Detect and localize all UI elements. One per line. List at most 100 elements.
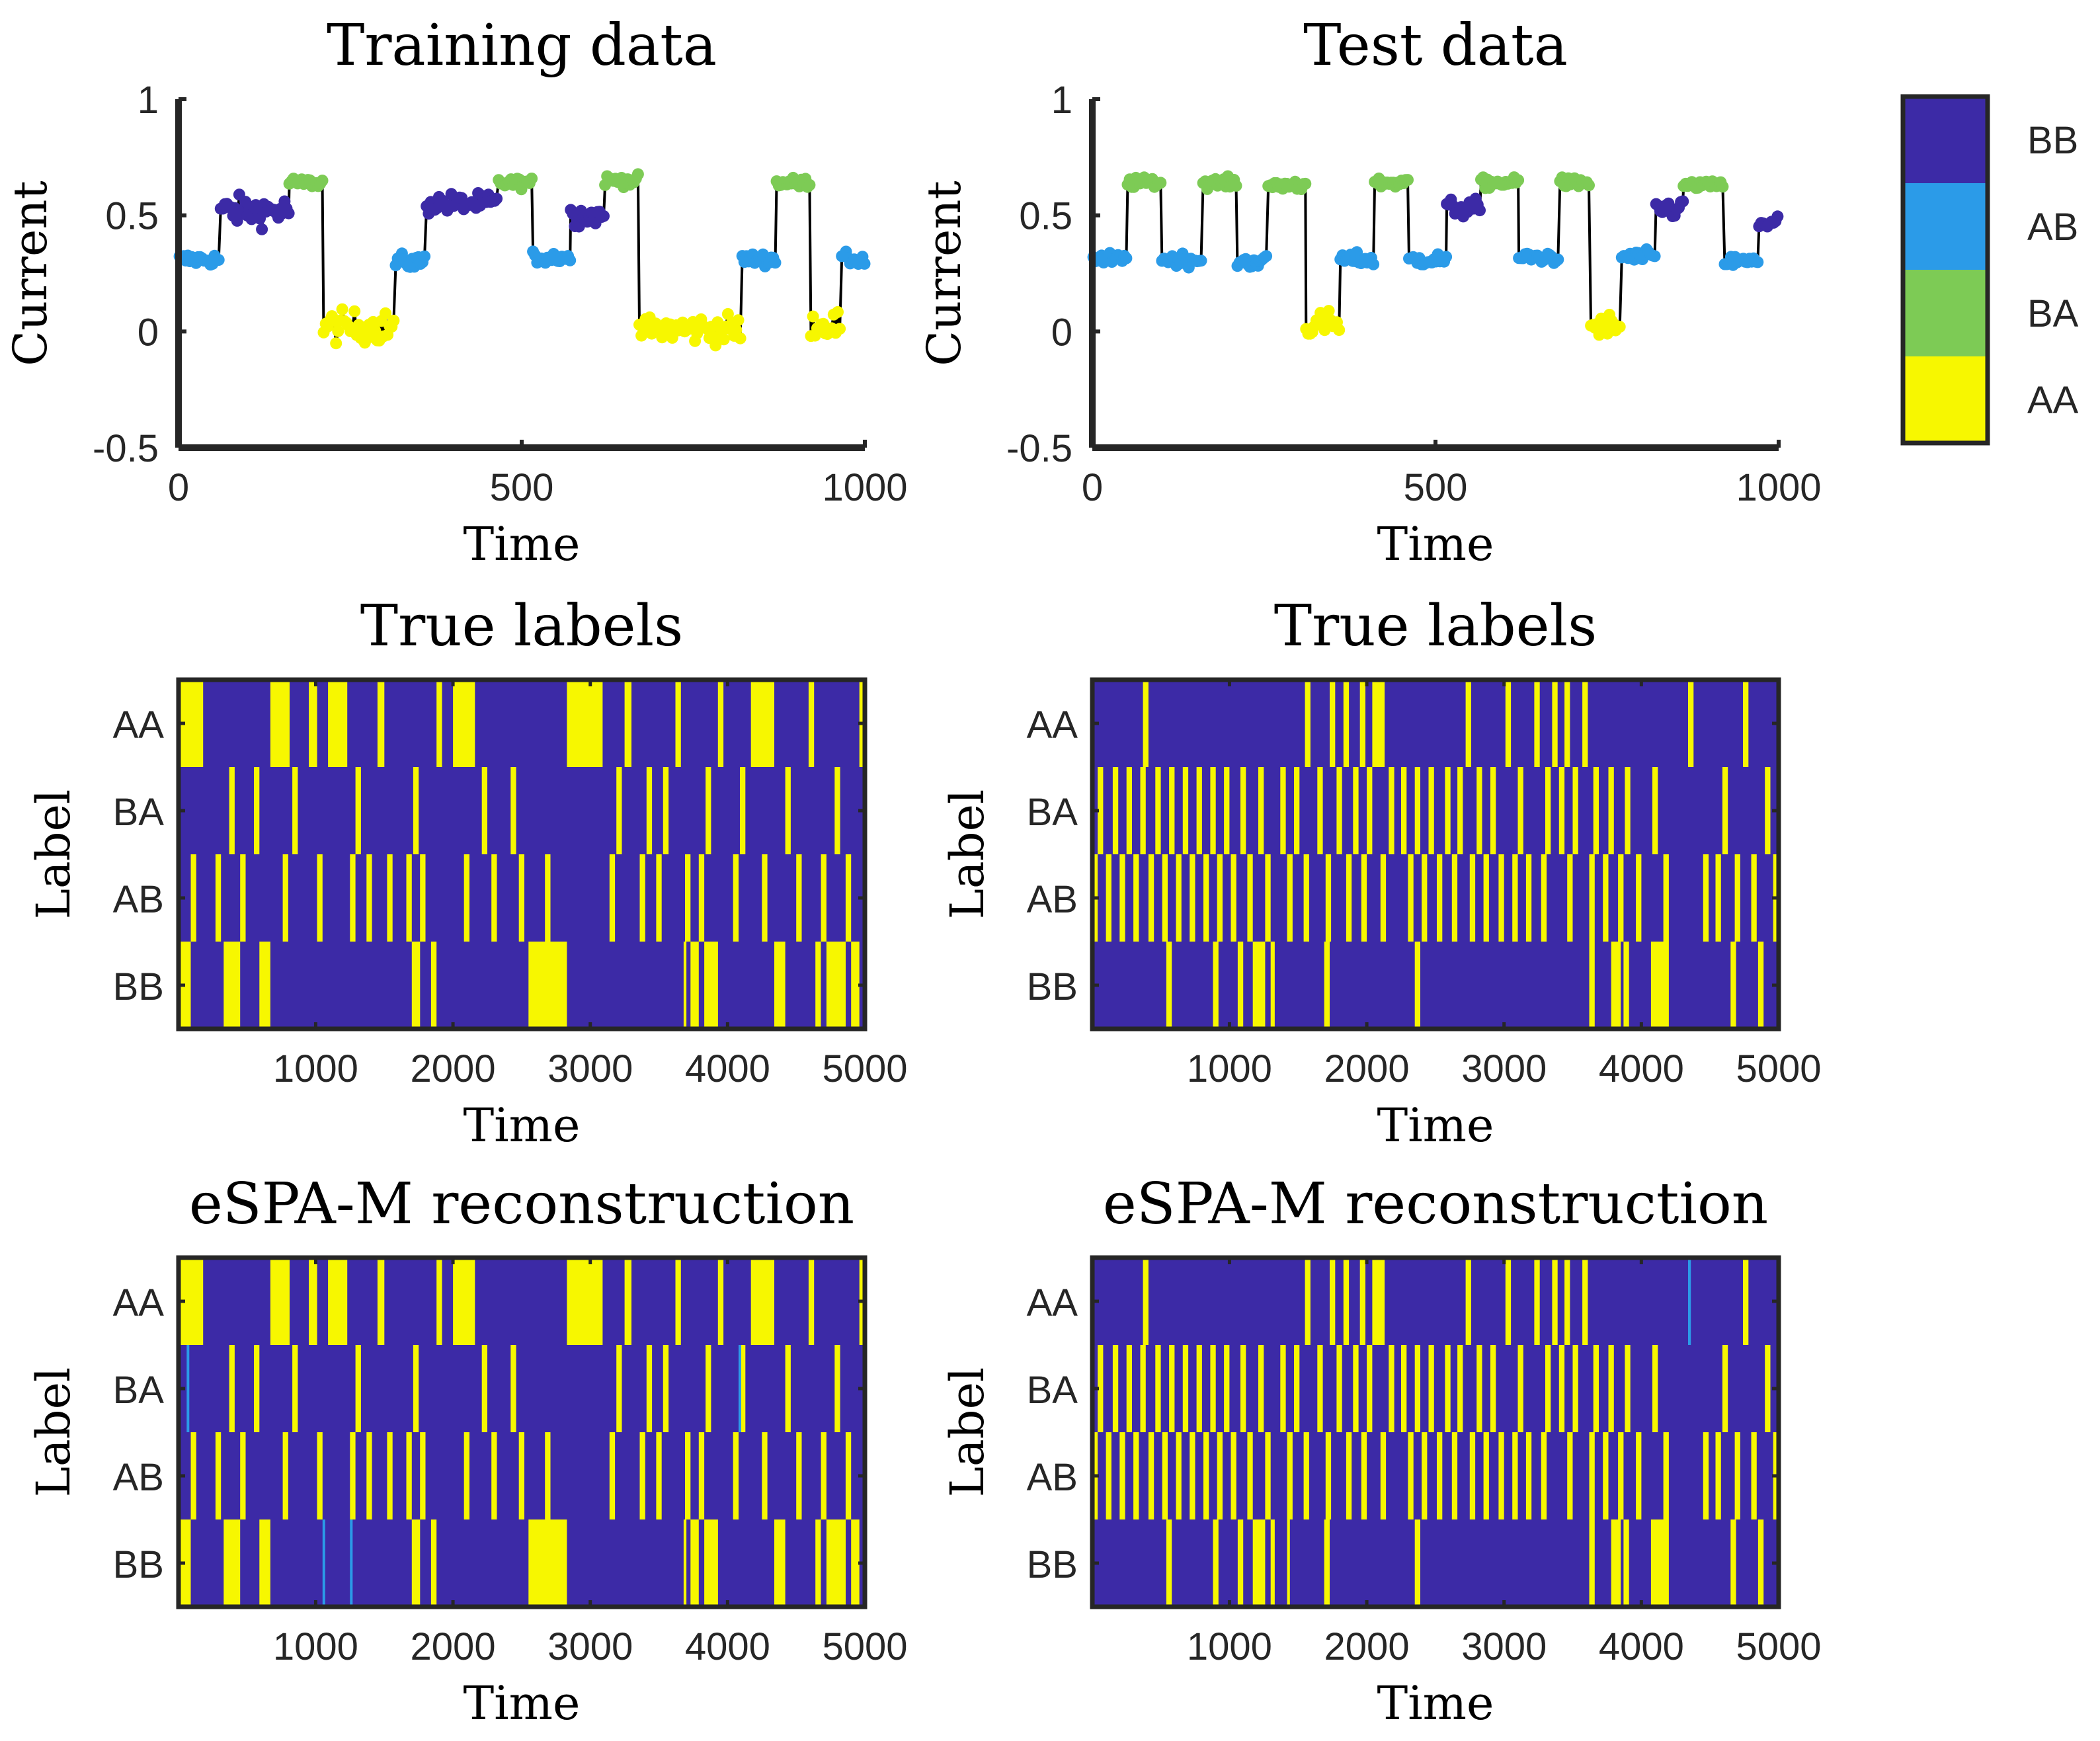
y-tick-label: 0.5 xyxy=(1019,195,1072,238)
x-tick-label: 5000 xyxy=(822,1047,907,1090)
heatmap-cell-BA xyxy=(1155,767,1161,854)
y-tick-label: AB xyxy=(113,878,164,921)
heatmap-cell-AA xyxy=(436,680,442,767)
data-point xyxy=(1230,179,1242,192)
heatmap-cell-BB xyxy=(690,942,699,1029)
heatmap-cell-BA xyxy=(1169,767,1175,854)
heatmap-cell-BA xyxy=(1765,767,1771,854)
data-point xyxy=(348,305,361,317)
heatmap-cell-AA xyxy=(808,680,815,767)
heatmap-cell-partial-BB xyxy=(350,1519,353,1607)
heatmap-cell-BA xyxy=(1258,767,1264,854)
data-point xyxy=(734,332,747,344)
heatmap-cell-AB xyxy=(1133,1432,1139,1519)
heatmap-cell-BA xyxy=(1224,767,1230,854)
heatmap-cell-BA xyxy=(1317,767,1323,854)
heatmap-cell-BB xyxy=(1611,1519,1621,1607)
data-point xyxy=(858,257,871,270)
data-point xyxy=(282,207,295,220)
colorbar: BB AB BA AA xyxy=(1900,94,2079,446)
axes-frame xyxy=(1090,1255,1781,1609)
heatmap-cell-AB xyxy=(1106,1432,1111,1519)
heatmap-cell-AA xyxy=(1552,1258,1558,1345)
heatmap-cell-AB xyxy=(1361,1432,1367,1519)
heatmap-cell-BB xyxy=(1213,942,1219,1029)
heatmap-background xyxy=(1092,1258,1779,1607)
heatmap-cell-BA xyxy=(834,1345,840,1432)
heatmap-cell-AB xyxy=(1541,854,1547,942)
x-tick-label: 2000 xyxy=(1324,1625,1410,1668)
axes-frame xyxy=(176,677,868,1032)
heatmap-cell-BA xyxy=(481,1345,487,1432)
heatmap-cell-BA xyxy=(1353,1345,1359,1432)
data-point xyxy=(1677,195,1689,208)
heatmap-cell-BB xyxy=(223,942,241,1029)
heatmap-cell-AA xyxy=(1305,1258,1311,1345)
data-point xyxy=(380,307,391,319)
heatmap-cell-AB xyxy=(1525,1432,1532,1519)
heatmap-cell-AB xyxy=(190,1432,196,1519)
heatmap-cell-AB xyxy=(1498,854,1504,942)
heatmap-cell-AB xyxy=(1408,854,1414,942)
colorbar-label-BA: BA xyxy=(2027,292,2079,335)
heatmap-cell-AA xyxy=(1534,1258,1540,1345)
heatmap-cell-AA xyxy=(453,680,475,767)
data-point xyxy=(732,314,745,327)
heatmap-cell-AB xyxy=(609,1432,616,1519)
data-points xyxy=(173,168,871,352)
heatmap-cell-BA xyxy=(1545,1345,1551,1432)
heatmap-cell-AA xyxy=(1582,1258,1588,1345)
heatmap-cell-BB xyxy=(815,942,821,1029)
data-point xyxy=(332,325,344,337)
y-tick-label: AA xyxy=(113,704,165,747)
heatmap-cell-AA xyxy=(1505,680,1512,767)
heatmap-cell-AB xyxy=(1498,1432,1504,1519)
heatmap-cell-AB xyxy=(733,1432,739,1519)
heatmap-cell-BB xyxy=(223,1519,241,1607)
data-point xyxy=(1120,252,1133,264)
heatmap-background xyxy=(1092,680,1779,1029)
heatmap-cell-AB xyxy=(845,854,852,942)
colorbar-label-BB: BB xyxy=(2027,119,2078,162)
heatmap-cell-BA xyxy=(785,1345,791,1432)
x-tick-label: 3000 xyxy=(1461,1625,1547,1668)
heatmap-cell-AA xyxy=(328,1258,348,1345)
heatmap-cell-AB xyxy=(406,854,412,942)
heatmap-cell-BB xyxy=(1414,1519,1420,1607)
heatmap-cell-BA xyxy=(1457,1345,1463,1432)
heatmap-cell-BA xyxy=(1401,1345,1407,1432)
colorbar-segment-BA xyxy=(1903,270,1988,356)
heatmap-cell-BB xyxy=(1166,1519,1172,1607)
data-point xyxy=(1662,197,1675,210)
heatmap-cell-AB xyxy=(639,1432,645,1519)
data-point xyxy=(1351,246,1363,259)
heatmap-cell-BA xyxy=(1336,767,1342,854)
data-point xyxy=(387,314,400,327)
y-tick-label: -0.5 xyxy=(1006,427,1072,470)
heatmap-cell-AA xyxy=(717,1258,724,1345)
heatmap-cell-BA xyxy=(1098,1345,1104,1432)
heatmap-cell-BB xyxy=(815,1519,821,1607)
data-point xyxy=(316,175,329,187)
heatmap-cell-BA xyxy=(1367,1345,1373,1432)
x-tick-label: 3000 xyxy=(1461,1047,1547,1090)
heatmap-cell-AB xyxy=(1734,1432,1740,1519)
y-tick-label: AB xyxy=(1027,1456,1078,1499)
x-tick-label: 1000 xyxy=(1187,1047,1272,1090)
y-axis-label: Label xyxy=(940,1367,994,1498)
heatmap-cell-AB xyxy=(1247,854,1253,942)
heatmap-cell-AA xyxy=(270,680,290,767)
y-axis-label: Current xyxy=(917,181,971,366)
heatmap-cell-BA xyxy=(1414,1345,1420,1432)
heatmap-cell-BB xyxy=(1589,942,1595,1029)
heatmap-cell-BA xyxy=(834,767,840,854)
heatmap-cell-BA xyxy=(706,1345,711,1432)
colorbar-segment-BB xyxy=(1903,97,1988,183)
heatmap-cell-AB xyxy=(1247,1432,1253,1519)
y-axis-label: Label xyxy=(26,790,81,920)
heatmap-cell-BA xyxy=(1240,1345,1246,1432)
axes-frame xyxy=(176,1255,868,1609)
